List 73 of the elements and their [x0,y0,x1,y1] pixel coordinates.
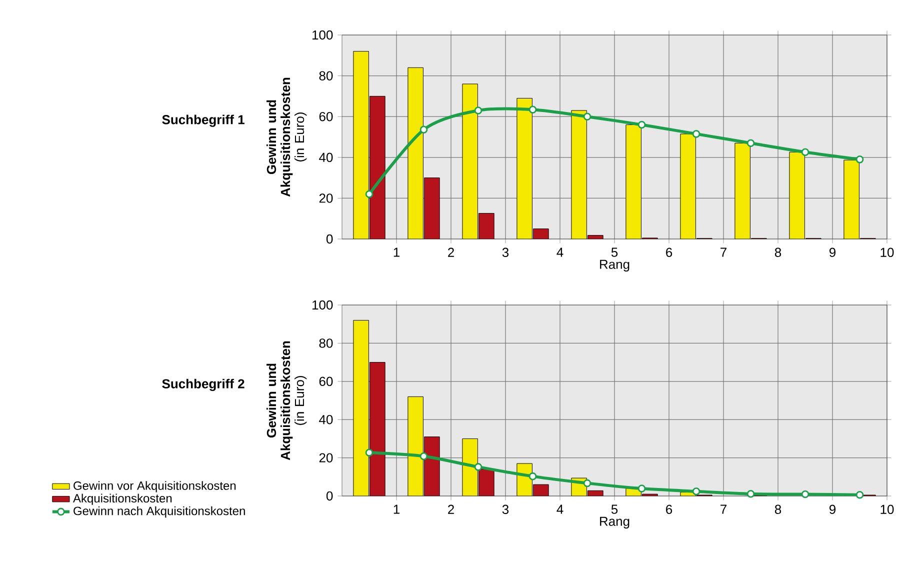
point [856,490,864,499]
x-tick-label: 8 [774,248,782,257]
x-tick-label: 4 [556,248,564,257]
y-tick-label: 80 [319,71,333,80]
point [692,488,700,496]
x-tick-label: 5 [611,248,618,257]
bar [734,142,750,239]
y-axis-title: Gewinn und Akquisitionskosten (in Euro) [266,78,307,197]
x-tick-label: 10 [880,504,894,514]
x-axis-title: Rang [600,516,630,529]
x-tick-label: 6 [666,248,672,257]
y-tick-label: 20 [319,194,333,203]
x-tick-label: 9 [829,248,836,257]
point [801,148,810,156]
x-tick-label: 10 [880,248,894,257]
point [583,479,592,488]
point [692,130,700,138]
x-tick-label: 5 [611,504,618,514]
y-tick-label: 40 [319,414,333,424]
y-tick-label: 100 [312,300,333,310]
bar [844,160,860,239]
text: Suchbegriff 1 [162,114,244,127]
y-tick-label: 40 [319,152,333,162]
point [856,156,864,164]
x-tick-label: 6 [666,504,672,514]
point [420,126,428,134]
bar [353,51,369,239]
x-tick-label: 3 [502,504,509,514]
point [583,112,592,120]
x-tick-label: 7 [720,504,726,514]
text: Suchbegriff 2 [162,378,244,392]
x-axis-title: Rang [600,260,630,272]
bar [408,67,424,239]
bar [571,110,587,239]
bar [680,134,696,239]
point [474,463,482,471]
x-tick-label: 3 [502,248,509,257]
point [746,139,755,148]
y-tick-label: 0 [326,491,333,501]
point [746,490,755,498]
x-tick-label: 8 [774,504,782,514]
point [638,120,646,129]
point [365,448,374,457]
point [528,106,537,114]
y-axis-title: Gewinn und Akquisitionskosten (in Euro) [266,341,307,460]
x-tick-label: 1 [394,504,400,514]
point [474,106,482,114]
x-tick-label: 7 [720,248,726,257]
x-tick-label: 1 [394,248,400,257]
bar [789,152,805,239]
bar [626,124,642,239]
bar [462,84,478,239]
y-tick-label: 60 [319,112,333,122]
legend-label: Gewinn vor Akquisitionskosten [74,481,236,492]
y-tick-label: 60 [319,376,333,386]
y-tick-label: 100 [312,30,333,40]
point [801,490,810,498]
point [638,484,646,492]
bar [516,98,532,239]
y-tick-label: 80 [319,338,333,348]
legend-label: Akquisitionskosten [72,494,172,505]
point [365,190,374,198]
bar [408,396,424,496]
x-tick-label: 9 [829,504,836,514]
x-tick-label: 2 [448,504,454,514]
x-tick-label: 2 [448,248,454,257]
y-tick-label: 0 [326,234,333,244]
point [420,452,428,460]
point [528,472,537,480]
bar [353,320,369,496]
legend-label: Gewinn nach Akquisitionskosten [74,506,245,518]
y-tick-label: 20 [319,453,333,462]
x-tick-label: 4 [556,504,564,514]
